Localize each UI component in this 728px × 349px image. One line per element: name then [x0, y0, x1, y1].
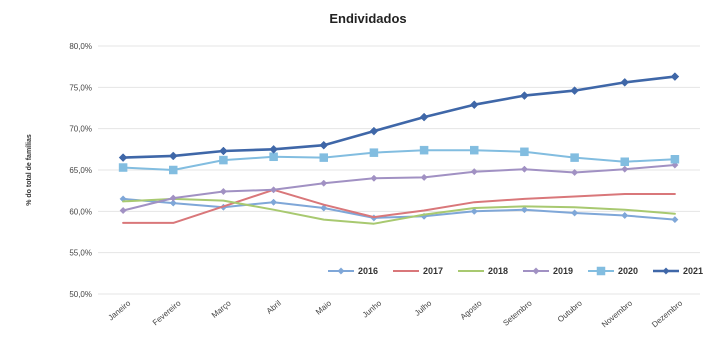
series-line-2019 — [122, 164, 676, 212]
y-axis-label: % do total de famílias — [26, 134, 33, 206]
data-point-2020 — [369, 148, 379, 157]
data-point-2021 — [419, 112, 429, 122]
legend-item-2019: 2019 — [523, 266, 573, 276]
legend-marker-2020 — [596, 266, 606, 276]
data-point-2021 — [620, 78, 630, 87]
y-tick-label: 70,0% — [69, 125, 92, 134]
legend-item-2020: 2020 — [588, 266, 638, 276]
data-point-2019 — [370, 174, 378, 182]
data-point-2016 — [270, 198, 278, 206]
series-2017 — [122, 188, 676, 224]
data-point-2021 — [118, 153, 128, 162]
data-point-2019 — [169, 194, 177, 202]
x-tick-label: Dezembro — [650, 298, 684, 329]
data-point-2021 — [319, 140, 329, 150]
data-point-2021 — [520, 91, 529, 100]
x-tick-label: Novembro — [600, 298, 634, 329]
chart-title: Endividados — [329, 11, 406, 26]
data-point-2016 — [621, 211, 629, 220]
series-2020 — [118, 145, 680, 175]
data-point-2020 — [470, 145, 479, 155]
legend-item-2016: 2016 — [328, 266, 378, 276]
data-point-2016 — [320, 204, 328, 212]
x-tick-label: Maio — [314, 298, 333, 316]
data-point-2019 — [621, 165, 629, 173]
legend-label-2020: 2020 — [618, 266, 638, 276]
series-2016 — [119, 195, 679, 224]
x-tick-label: Janeiro — [106, 298, 132, 322]
y-tick-label: 60,0% — [69, 207, 92, 216]
data-point-2021 — [269, 144, 278, 154]
series-line-2016 — [122, 197, 676, 221]
data-point-2016 — [169, 199, 177, 207]
legend-label-2018: 2018 — [488, 266, 508, 276]
legend-item-2018: 2018 — [458, 266, 508, 276]
x-axis-ticks: Janeiro Fevereiro Março Abril Maio Junho Julho… — [106, 298, 684, 329]
y-tick-label: 55,0% — [69, 249, 92, 258]
data-point-2019 — [420, 173, 428, 181]
series-2019 — [119, 161, 679, 215]
data-point-2020 — [419, 145, 429, 155]
data-point-2016 — [520, 206, 528, 214]
data-point-2020 — [269, 152, 278, 162]
legend-label-2021: 2021 — [683, 266, 703, 276]
data-point-2021 — [168, 151, 178, 161]
x-tick-label: Março — [210, 298, 233, 320]
data-point-2020 — [118, 163, 128, 172]
data-point-2019 — [119, 206, 127, 215]
data-point-2016 — [671, 216, 679, 224]
data-point-2021 — [369, 126, 379, 136]
data-point-2021 — [670, 72, 680, 81]
series-line-2018 — [122, 197, 676, 225]
legend-item-2017: 2017 — [393, 266, 443, 276]
data-point-2016 — [571, 209, 579, 217]
data-point-2020 — [169, 165, 178, 175]
data-point-2020 — [570, 153, 579, 162]
grid-lines — [98, 45, 700, 295]
x-tick-label: Julho — [413, 298, 434, 318]
data-point-2019 — [571, 168, 579, 177]
data-point-2021 — [469, 100, 479, 110]
legend-marker-2019 — [532, 267, 540, 275]
series-lines — [118, 72, 680, 225]
data-point-2020 — [319, 153, 328, 162]
data-point-2020 — [670, 155, 680, 164]
data-point-2019 — [320, 179, 328, 187]
y-tick-label: 65,0% — [69, 166, 92, 175]
data-point-2016 — [470, 207, 478, 215]
legend-marker-2016 — [337, 267, 345, 275]
data-point-2020 — [219, 155, 228, 165]
series-line-2020 — [122, 149, 676, 171]
data-point-2019 — [470, 168, 478, 176]
data-point-2021 — [570, 86, 579, 95]
legend-label-2019: 2019 — [553, 266, 573, 276]
x-tick-label: Fevereiro — [151, 298, 183, 327]
series-2018 — [122, 197, 676, 225]
data-point-2019 — [520, 165, 528, 173]
series-2021 — [118, 72, 680, 162]
series-line-2017 — [122, 188, 676, 224]
x-tick-label: Junho — [361, 298, 384, 319]
legend: 2016 2017 2018 2019 2020 2021 — [328, 266, 703, 276]
x-tick-label: Outubro — [556, 298, 584, 324]
y-tick-label: 75,0% — [69, 83, 92, 92]
x-tick-label: Agosto — [459, 298, 484, 321]
data-point-2021 — [219, 146, 228, 156]
legend-label-2017: 2017 — [423, 266, 443, 276]
series-line-2021 — [121, 75, 677, 159]
y-tick-label: 50,0% — [69, 290, 92, 299]
data-point-2020 — [520, 147, 529, 157]
x-tick-label: Abril — [265, 299, 283, 316]
y-axis-ticks: 50,0% 55,0% 60,0% 65,0% 70,0% 75,0% 80,0% — [69, 42, 92, 299]
data-point-2019 — [219, 187, 227, 196]
legend-label-2016: 2016 — [358, 266, 378, 276]
legend-item-2021: 2021 — [653, 266, 703, 276]
x-tick-label: Setembro — [501, 298, 534, 328]
data-point-2019 — [270, 186, 278, 194]
data-point-2020 — [620, 157, 629, 166]
y-tick-label: 80,0% — [69, 42, 92, 51]
legend-marker-2021 — [662, 267, 670, 275]
